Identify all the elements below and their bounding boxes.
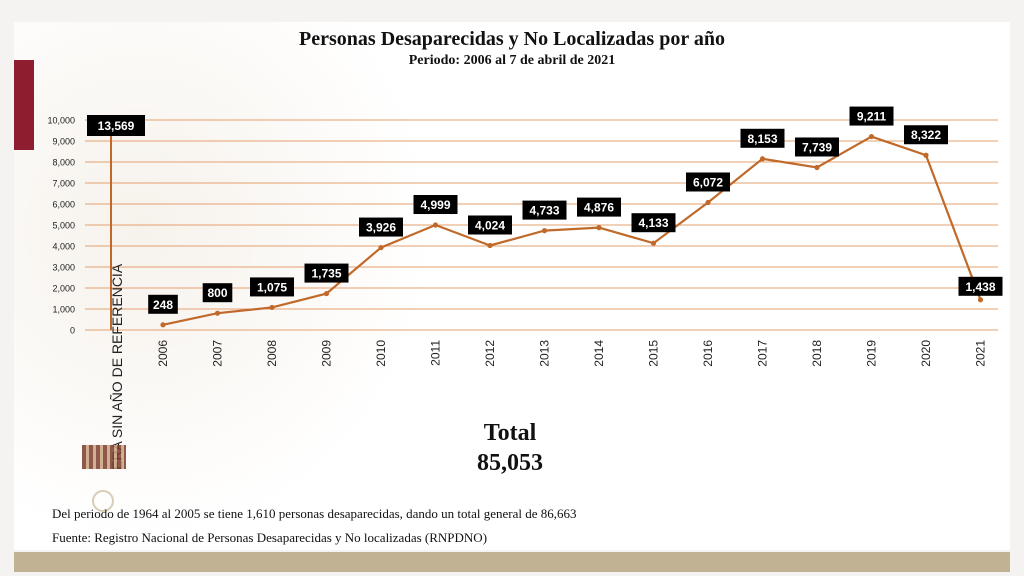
data-label-box bbox=[148, 294, 178, 314]
data-point bbox=[705, 199, 711, 206]
y-tick-label: 8,000 bbox=[52, 158, 75, 168]
x-tick-label: 2006 bbox=[156, 340, 170, 367]
data-point bbox=[977, 297, 984, 303]
data-point bbox=[269, 304, 275, 311]
x-tick-label: 2011 bbox=[429, 340, 443, 366]
slide-background bbox=[14, 22, 1010, 550]
data-label-box bbox=[631, 213, 676, 233]
data-label: 8,322 bbox=[911, 128, 941, 142]
x-tick-label: 2008 bbox=[265, 340, 279, 367]
chart-subtitle: Periodo: 2006 al 7 de abril de 2021 bbox=[408, 53, 616, 68]
y-tick-label: 6,000 bbox=[52, 200, 75, 210]
y-tick-label: 2,000 bbox=[52, 284, 75, 294]
footnote-text: Del periodo de 1964 al 2005 se tiene 1,6… bbox=[52, 506, 577, 521]
data-point bbox=[759, 156, 766, 162]
reference-value-label: 13,569 bbox=[98, 119, 135, 133]
data-label-box bbox=[468, 215, 512, 235]
data-label: 1,735 bbox=[311, 267, 341, 281]
data-point bbox=[650, 240, 657, 246]
data-label: 6,072 bbox=[693, 175, 723, 189]
x-tick-label: 2012 bbox=[483, 340, 497, 367]
institution-logo bbox=[82, 445, 126, 469]
data-label: 4,999 bbox=[420, 198, 450, 212]
data-label: 3,926 bbox=[366, 221, 396, 235]
x-tick-label: 2021 bbox=[974, 340, 988, 367]
y-tick-label: 3,000 bbox=[52, 263, 75, 273]
x-tick-label: 2014 bbox=[592, 340, 606, 367]
data-label: 4,133 bbox=[638, 216, 668, 230]
data-label-box bbox=[958, 276, 1003, 296]
data-label-box bbox=[413, 195, 458, 215]
data-point bbox=[160, 322, 166, 328]
reference-category-label: ERA SIN AÑO DE REFERENCIA bbox=[109, 263, 125, 470]
x-tick-label: 2020 bbox=[919, 340, 933, 367]
data-point bbox=[378, 244, 384, 251]
data-label-box bbox=[740, 128, 785, 148]
footer-bar bbox=[14, 552, 1010, 572]
x-tick-label: 2017 bbox=[756, 340, 770, 367]
source-text: Fuente: Registro Nacional de Personas De… bbox=[52, 530, 488, 545]
x-tick-label: 2016 bbox=[701, 340, 715, 367]
data-point bbox=[596, 225, 602, 231]
data-label: 4,733 bbox=[529, 204, 559, 218]
accent-bar bbox=[14, 60, 34, 150]
data-point bbox=[814, 164, 820, 171]
x-tick-label: 2019 bbox=[865, 340, 879, 367]
data-label-box bbox=[202, 283, 233, 303]
y-tick-label: 7,000 bbox=[52, 179, 75, 189]
data-label: 9,211 bbox=[857, 110, 887, 124]
data-label-box bbox=[577, 197, 621, 217]
chart-title: Personas Desaparecidas y No Localizadas … bbox=[299, 28, 725, 50]
seal-icon bbox=[92, 490, 114, 512]
data-label-box bbox=[686, 172, 730, 192]
data-label: 248 bbox=[153, 298, 173, 312]
data-label: 4,024 bbox=[475, 218, 505, 232]
data-point bbox=[541, 228, 548, 234]
series-line bbox=[162, 135, 982, 326]
data-label: 8,153 bbox=[747, 132, 777, 146]
total-label: Total bbox=[483, 420, 537, 446]
data-label: 4,876 bbox=[584, 201, 614, 215]
x-tick-label: 2010 bbox=[374, 340, 388, 367]
x-tick-label: 2015 bbox=[647, 340, 661, 367]
data-label-box bbox=[304, 263, 349, 283]
total-value: 85,053 bbox=[477, 450, 543, 476]
data-point bbox=[923, 152, 929, 158]
data-point bbox=[487, 242, 493, 249]
reference-value-box bbox=[87, 115, 145, 136]
x-tick-label: 2013 bbox=[538, 340, 552, 367]
y-tick-label: 5,000 bbox=[52, 221, 75, 231]
data-label-box bbox=[904, 125, 948, 145]
y-tick-label: 0 bbox=[70, 326, 75, 336]
x-tick-label: 2018 bbox=[810, 340, 824, 367]
data-point bbox=[323, 290, 330, 297]
data-label: 1,438 bbox=[965, 280, 995, 294]
data-label: 7,739 bbox=[802, 140, 832, 154]
data-label-box bbox=[250, 277, 294, 297]
y-tick-label: 1,000 bbox=[52, 305, 75, 315]
data-label-box bbox=[522, 200, 567, 220]
x-tick-label: 2009 bbox=[320, 340, 334, 367]
data-label: 800 bbox=[207, 286, 227, 300]
data-label-box bbox=[359, 217, 403, 237]
y-tick-label: 4,000 bbox=[52, 242, 75, 252]
data-label: 1,075 bbox=[257, 280, 287, 294]
data-point bbox=[432, 222, 439, 228]
data-label-box bbox=[849, 106, 894, 126]
y-tick-label: 9,000 bbox=[52, 137, 75, 147]
x-tick-label: 2007 bbox=[211, 340, 225, 367]
data-point bbox=[214, 310, 221, 316]
data-point bbox=[868, 133, 875, 140]
data-label-box bbox=[795, 137, 839, 157]
y-tick-label: 10,000 bbox=[47, 116, 75, 126]
